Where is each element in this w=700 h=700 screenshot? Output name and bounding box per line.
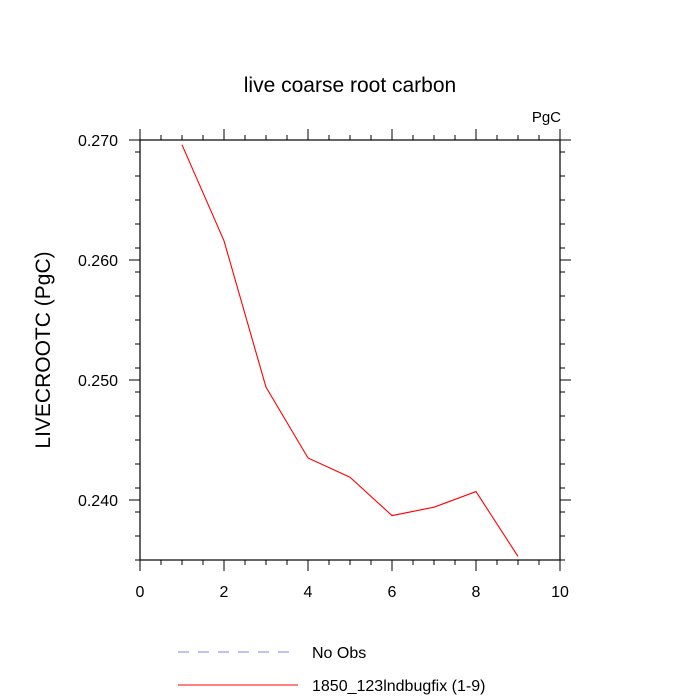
x-tick-label: 8 [472, 584, 481, 601]
legend-label-1850-123lndbugfix: 1850_123lndbugfix (1-9) [312, 678, 485, 695]
y-axis-title: LIVECROOTC (PgC) [32, 251, 55, 448]
axis-ticks [129, 129, 571, 571]
y-tick-label: 0.240 [78, 493, 118, 510]
series-line-1850-123lndbugfix [181, 144, 519, 557]
x-tick-label: 0 [136, 584, 145, 601]
x-tick-label: 2 [220, 584, 229, 601]
y-tick-label: 0.260 [78, 253, 118, 270]
x-tick-label: 4 [304, 584, 313, 601]
series-group [181, 144, 519, 557]
legend: No Obs 1850_123lndbugfix (1-9) [178, 645, 485, 695]
y-tick-label: 0.250 [78, 373, 118, 390]
plot-frame [139, 139, 561, 561]
x-tick-label: 6 [388, 584, 397, 601]
chart-title: live coarse root carbon [244, 74, 456, 97]
tick-labels: 0 2 4 6 8 10 0.240 0.250 0.260 0.270 [78, 133, 569, 601]
units-label: PgC [532, 109, 561, 126]
legend-label-no-obs: No Obs [312, 645, 366, 662]
x-tick-label: 10 [551, 584, 569, 601]
y-tick-label: 0.270 [78, 133, 118, 150]
